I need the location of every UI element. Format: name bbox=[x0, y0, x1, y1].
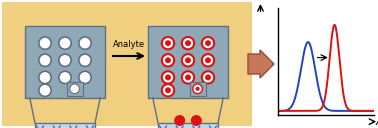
Circle shape bbox=[162, 54, 174, 66]
Circle shape bbox=[39, 84, 51, 97]
Text: λ: λ bbox=[375, 115, 378, 128]
Circle shape bbox=[185, 74, 191, 80]
Circle shape bbox=[70, 84, 79, 94]
Circle shape bbox=[79, 71, 91, 84]
Circle shape bbox=[39, 71, 51, 84]
Circle shape bbox=[195, 87, 200, 91]
Circle shape bbox=[165, 40, 171, 46]
Bar bbox=[35, 123, 95, 128]
Circle shape bbox=[182, 54, 194, 66]
Circle shape bbox=[39, 54, 51, 66]
Circle shape bbox=[191, 115, 202, 126]
Circle shape bbox=[185, 57, 191, 63]
Circle shape bbox=[205, 74, 211, 80]
Bar bbox=[190, 82, 206, 96]
Circle shape bbox=[165, 57, 171, 63]
Circle shape bbox=[59, 37, 71, 49]
Circle shape bbox=[162, 37, 174, 49]
Circle shape bbox=[202, 37, 214, 49]
Circle shape bbox=[205, 40, 211, 46]
Bar bbox=[148, 26, 228, 98]
Circle shape bbox=[202, 54, 214, 66]
Circle shape bbox=[205, 57, 211, 63]
Circle shape bbox=[59, 54, 71, 66]
FancyArrow shape bbox=[248, 50, 274, 78]
Circle shape bbox=[193, 84, 202, 94]
Bar bbox=[158, 123, 218, 128]
Bar bbox=[2, 2, 252, 126]
Bar bbox=[67, 82, 83, 96]
Text: I: I bbox=[259, 0, 262, 2]
Circle shape bbox=[182, 71, 194, 84]
Circle shape bbox=[174, 115, 185, 126]
Circle shape bbox=[185, 40, 191, 46]
Circle shape bbox=[165, 87, 171, 93]
Circle shape bbox=[79, 54, 91, 66]
Bar bbox=[25, 26, 105, 98]
Circle shape bbox=[182, 37, 194, 49]
Circle shape bbox=[165, 74, 171, 80]
Circle shape bbox=[59, 71, 71, 84]
Circle shape bbox=[162, 84, 174, 97]
Circle shape bbox=[39, 37, 51, 49]
Circle shape bbox=[202, 71, 214, 84]
Circle shape bbox=[162, 71, 174, 84]
Circle shape bbox=[79, 37, 91, 49]
Text: Analyte: Analyte bbox=[113, 40, 145, 49]
